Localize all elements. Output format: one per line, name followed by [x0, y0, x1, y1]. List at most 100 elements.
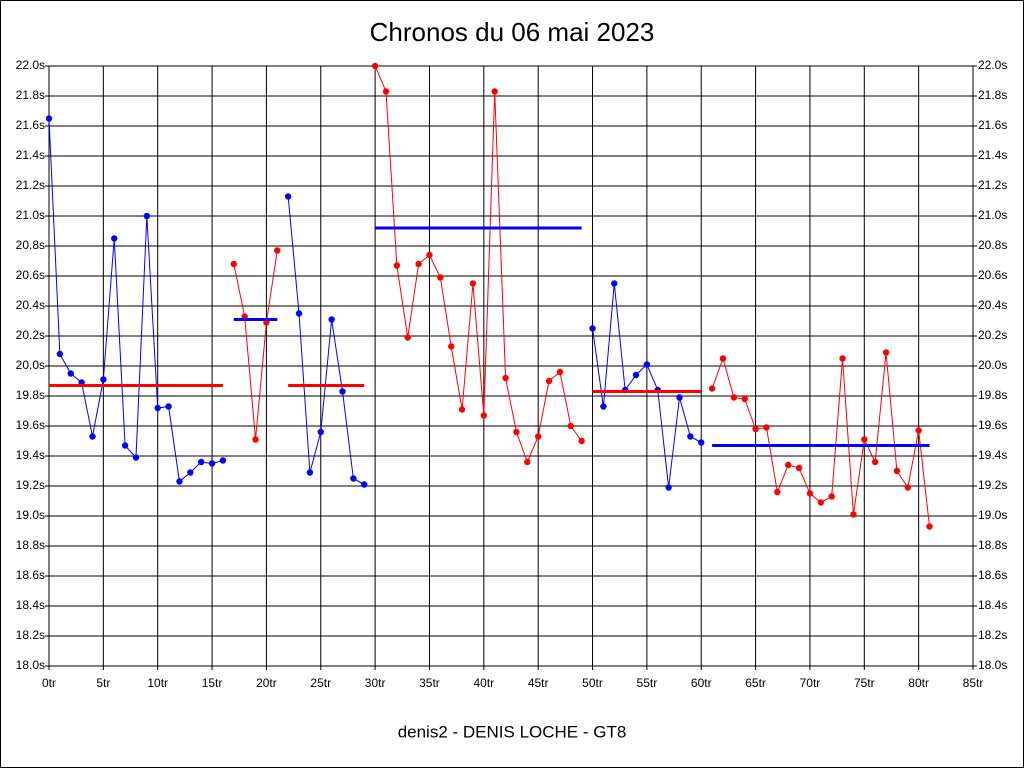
- plot-frame: [48, 65, 974, 667]
- x-tick-label: 25tr: [310, 676, 331, 690]
- y-tick-label: 21.8s: [16, 88, 45, 102]
- y-tick-label: 19.4s: [16, 448, 45, 462]
- data-point: [491, 88, 498, 95]
- y-tick-label: 18.4s: [16, 598, 45, 612]
- data-point: [861, 436, 868, 443]
- data-point: [687, 433, 694, 440]
- data-point: [111, 235, 118, 242]
- y2-tick-label: 21.8s: [978, 88, 1007, 102]
- data-point: [56, 350, 64, 358]
- data-point: [817, 499, 825, 506]
- y2-tick-label: 19.2s: [978, 478, 1007, 492]
- data-point: [284, 193, 292, 200]
- data-point: [361, 481, 368, 488]
- data-point: [611, 280, 618, 287]
- y-tick-label: 21.0s: [16, 208, 45, 222]
- x-tick-label: 15tr: [202, 676, 223, 690]
- data-point: [795, 464, 803, 472]
- data-point: [415, 260, 422, 268]
- x-tick-label: 65tr: [745, 676, 766, 690]
- y2-tick-label: 20.8s: [978, 238, 1007, 252]
- y2-tick-label: 19.8s: [978, 388, 1007, 402]
- data-point: [448, 343, 455, 350]
- y-tick-label: 19.8s: [16, 388, 45, 402]
- data-point: [556, 368, 564, 376]
- data-point: [708, 385, 716, 392]
- data-point: [121, 442, 129, 449]
- data-point: [643, 361, 651, 368]
- data-point: [806, 490, 814, 497]
- data-point: [665, 484, 672, 491]
- series-line: [374, 65, 583, 464]
- y2-tick-label: 22.0s: [978, 58, 1007, 72]
- x-tick-label: 60tr: [691, 676, 712, 690]
- y2-tick-label: 20.6s: [978, 268, 1007, 282]
- data-point: [208, 460, 216, 467]
- data-point: [143, 212, 151, 220]
- y2-tick-label: 19.4s: [978, 448, 1007, 462]
- data-point: [426, 251, 433, 259]
- data-point: [100, 376, 107, 383]
- y-tick-label: 20.2s: [16, 328, 45, 342]
- data-point: [632, 371, 640, 379]
- y-tick-label: 19.6s: [16, 418, 45, 432]
- y2-tick-label: 20.4s: [978, 298, 1007, 312]
- y2-tick-label: 18.0s: [978, 658, 1007, 672]
- x-tick-label: 70tr: [800, 676, 821, 690]
- data-point: [785, 461, 792, 469]
- data-point: [67, 370, 74, 377]
- data-point: [850, 511, 857, 518]
- y-tick-label: 18.6s: [16, 568, 45, 582]
- data-point: [513, 428, 520, 436]
- y-tick-label: 19.2s: [16, 478, 45, 492]
- x-tick-label: 20tr: [256, 676, 277, 690]
- data-point: [339, 388, 346, 395]
- chart-title: Chronos du 06 mai 2023: [370, 17, 655, 47]
- data-point: [469, 280, 477, 287]
- y-tick-label: 21.2s: [16, 178, 45, 192]
- data-point: [480, 412, 488, 419]
- data-point: [567, 422, 574, 430]
- y2-tick-label: 20.2s: [978, 328, 1007, 342]
- data-point: [589, 325, 596, 332]
- data-point: [187, 469, 194, 476]
- data-point: [915, 427, 922, 434]
- data-point: [545, 377, 553, 385]
- y2-tick-label: 18.6s: [978, 568, 1007, 582]
- data-point: [371, 62, 379, 70]
- data-point: [763, 424, 770, 431]
- data-point: [274, 247, 281, 254]
- data-point: [893, 467, 901, 475]
- data-point: [904, 484, 911, 491]
- data-point: [176, 478, 183, 485]
- y-tick-label: 20.8s: [16, 238, 45, 252]
- x-tick-label: 45tr: [528, 676, 549, 690]
- x-tick-label: 30tr: [365, 676, 386, 690]
- y-tick-label: 21.6s: [16, 118, 45, 132]
- data-point: [458, 406, 466, 413]
- data-point: [437, 274, 444, 281]
- data-point: [230, 260, 237, 268]
- data-point: [252, 436, 259, 443]
- data-point: [774, 488, 781, 496]
- data-point: [350, 475, 357, 482]
- data-point: [404, 334, 411, 341]
- y2-tick-label: 21.6s: [978, 118, 1007, 132]
- data-point: [752, 425, 759, 433]
- x-tick-label: 35tr: [419, 676, 440, 690]
- y-tick-label: 21.4s: [16, 148, 45, 162]
- data-point: [132, 454, 140, 461]
- data-point: [926, 523, 933, 530]
- data-point: [306, 469, 314, 476]
- y2-tick-label: 18.2s: [978, 628, 1007, 642]
- data-point: [502, 374, 509, 382]
- x-tick-label: 80tr: [908, 676, 929, 690]
- y-tick-label: 20.6s: [16, 268, 45, 282]
- data-point: [882, 349, 890, 356]
- x-tick-label: 55tr: [637, 676, 658, 690]
- x-tick-label: 5tr: [96, 676, 110, 690]
- data-point: [165, 403, 172, 410]
- data-point: [382, 88, 390, 95]
- data-point: [393, 262, 401, 269]
